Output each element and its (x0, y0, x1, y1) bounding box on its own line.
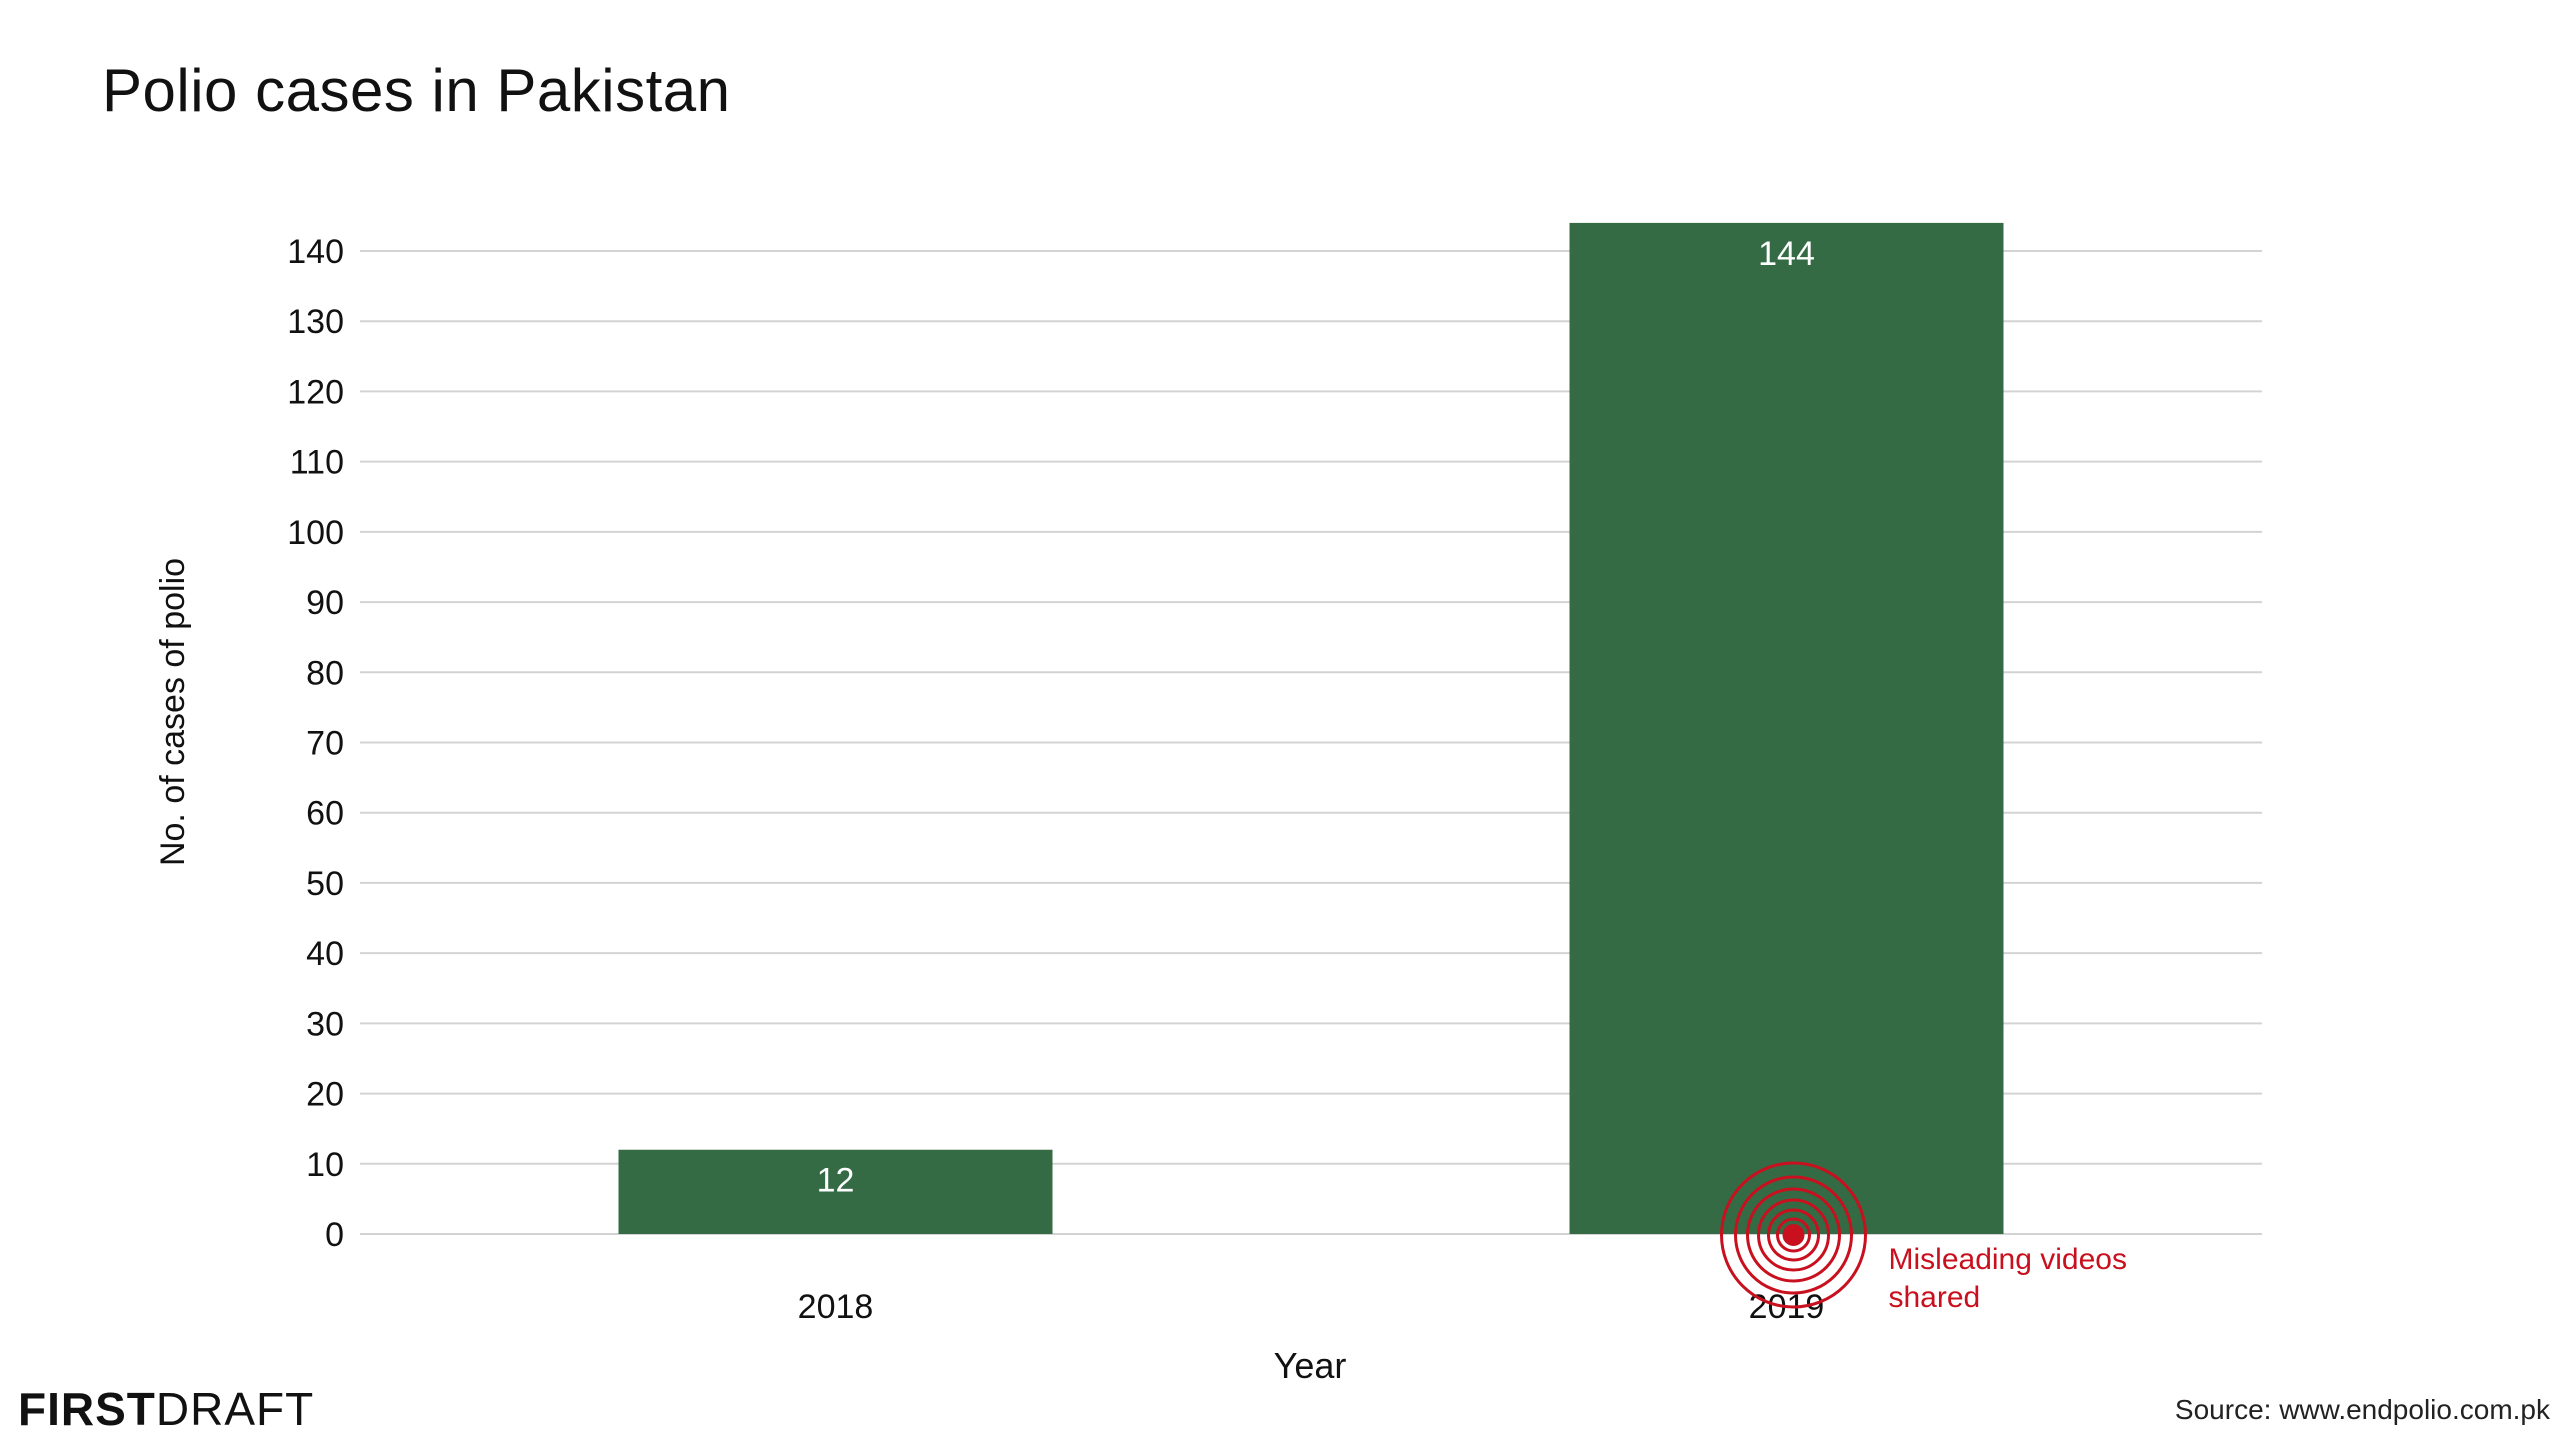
y-tick-label: 0 (325, 1216, 344, 1254)
y-tick-label: 120 (287, 373, 344, 411)
y-tick-label: 50 (306, 865, 344, 903)
logo-bold-text: FIRST (18, 1383, 156, 1435)
y-tick-label: 10 (306, 1146, 344, 1184)
y-tick-label: 70 (306, 725, 344, 763)
bar-value-label: 144 (1758, 235, 1815, 273)
bars: 12 144 (618, 222, 2004, 1234)
annotation-dot (1782, 1224, 1805, 1246)
source-note: Source: www.endpolio.com.pk (2174, 1394, 2550, 1425)
y-axis-label: No. of cases of polio (154, 558, 192, 866)
y-tick-label: 60 (306, 795, 344, 833)
annotation-ring (1720, 1161, 1867, 1309)
annotation-ring (1776, 1217, 1811, 1253)
bar (1569, 222, 2004, 1234)
x-axis-label: Year (1274, 1345, 1347, 1386)
y-tick-label: 80 (306, 654, 344, 692)
annotation: Misleading videos shared (1720, 1161, 2127, 1314)
annotation-text: shared (1889, 1281, 1981, 1314)
y-tick-label: 110 (290, 444, 344, 482)
chart-title: Polio cases in Pakistan (102, 57, 731, 124)
logo-light-text: DRAFT (155, 1383, 315, 1435)
y-tick-label: 20 (306, 1076, 344, 1114)
y-tick-label: 130 (287, 303, 344, 341)
y-tick-label: 90 (306, 584, 344, 622)
firstdraft-logo: FIRSTDRAFT (18, 1382, 314, 1436)
bar-value-label: 12 (817, 1162, 855, 1200)
y-tick-label: 30 (306, 1005, 344, 1043)
annotation-ring (1734, 1175, 1853, 1295)
y-axis-ticks: 0 10 20 30 40 50 60 70 80 90 100 110 120 130 140 (287, 233, 344, 1254)
annotation-text: Misleading videos (1889, 1243, 2127, 1276)
annotation-ring (1746, 1187, 1841, 1283)
x-tick-label: 2018 (798, 1288, 874, 1326)
y-tick-label: 40 (306, 935, 344, 973)
x-axis-ticks: 2018 2019 (798, 1288, 1825, 1326)
bar (618, 1149, 1053, 1234)
y-tick-label: 100 (287, 514, 344, 552)
annotation-ring (1767, 1208, 1820, 1262)
annotation-ring (1757, 1198, 1830, 1272)
y-tick-label: 140 (287, 233, 344, 271)
